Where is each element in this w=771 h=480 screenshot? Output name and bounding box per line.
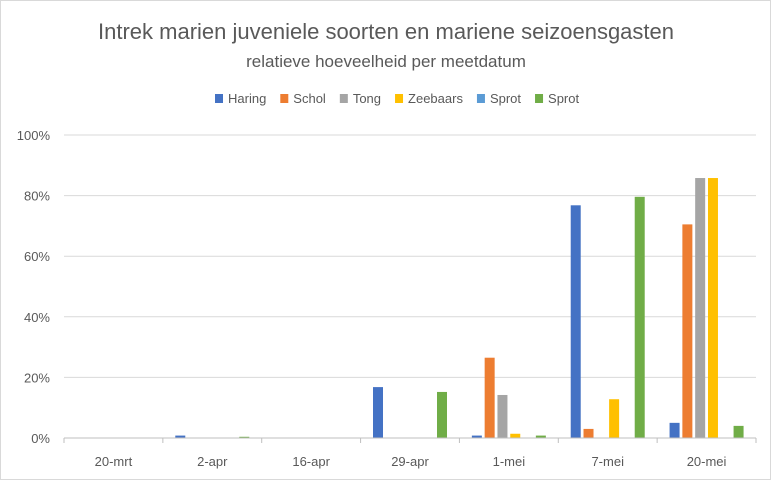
bar-haring-1-mei [471,435,482,438]
bar-sprot-20-mei [733,425,744,438]
y-tick-label: 60% [24,249,50,264]
y-tick-label: 40% [24,310,50,325]
x-axis: 20-mrt 2-apr 16-apr 29-apr 1-mei 7-mei 20-mei [63,437,757,469]
chart-title: Intrek marien juveniele soorten en marie… [98,19,674,44]
bar-zeebaars-7-mei [609,399,620,438]
bar-schol-7-mei [583,428,594,438]
x-tick-label: 7-mei [591,454,624,469]
x-tick-label: 2-apr [197,454,228,469]
chart-legend: Haring Schol Tong Zeebaars Sprot Sprot [215,91,579,106]
legend-swatch [535,94,544,103]
bar-tong-20-mei [695,178,706,438]
legend-label: Schol [293,91,326,106]
legend-label: Zeebaars [408,91,463,106]
legend-swatch [395,94,404,103]
x-tick-label: 16-apr [292,454,330,469]
bar-schol-1-mei [484,357,495,438]
y-tick-label: 80% [24,189,50,204]
y-tick-label: 20% [24,370,50,385]
y-tick-label: 100% [17,128,51,143]
legend-label: Haring [228,91,266,106]
legend-swatch [339,94,348,103]
bar-sprot-2-apr [239,436,250,438]
bar-sprot-1-mei [535,435,546,438]
bar-haring-7-mei [570,205,581,438]
legend-swatch [215,94,223,103]
legend-label: Tong [353,91,381,106]
bar-schol-20-mei [682,224,693,438]
legend-label: Sprot [490,91,521,106]
bar-haring-2-apr [175,435,186,438]
x-tick-label: 20-mrt [95,454,133,469]
x-tick-label: 1-mei [493,454,526,469]
bar-zeebaars-1-mei [510,433,521,438]
y-tick-label: 0% [31,431,50,446]
bar-haring-29-apr [373,387,383,438]
gridlines [64,134,756,378]
chart-subtitle: relatieve hoeveelheid per meetdatum [246,52,526,71]
bar-zeebaars-20-mei [707,178,718,438]
y-axis-ticks: 0% 20% 40% 60% 80% 100% [17,128,51,446]
legend-label: Sprot [548,91,579,106]
x-tick-label: 29-apr [391,454,429,469]
legend-swatch [476,94,485,103]
bar-sprot-29-apr [437,391,447,438]
legend-swatch [280,94,289,103]
bar-tong-1-mei [497,394,508,438]
bar-haring-20-mei [669,422,680,438]
bars [175,178,744,438]
bar-sprot-7-mei [634,196,645,438]
x-tick-label: 20-mei [687,454,727,469]
